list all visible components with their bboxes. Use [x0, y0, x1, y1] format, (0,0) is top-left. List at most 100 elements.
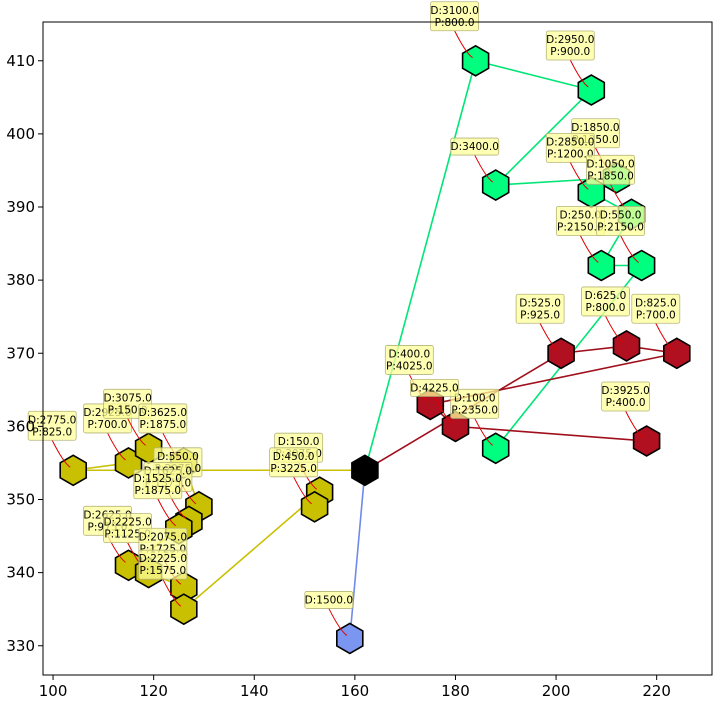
annotation-label: D:250.0 — [559, 210, 601, 222]
annotation-box — [133, 469, 183, 500]
annotation-label: P:1200.0 — [547, 148, 594, 160]
x-tick-label: 200 — [542, 682, 571, 700]
annotation-label: D:2225.0 — [139, 553, 187, 565]
annotation-label: D:1525.0 — [134, 473, 182, 485]
edge-g1-2 — [495, 89, 592, 186]
annotation-label: D:450.0 — [273, 451, 315, 463]
annotation-label: D:3400.0 — [451, 141, 499, 153]
annotation-box — [515, 293, 565, 324]
y-tick-label: 380 — [6, 271, 35, 289]
annotation-label: P:2150.0 — [597, 222, 644, 234]
annotation-label: P:800.0 — [586, 302, 626, 314]
annotation-box — [430, 1, 479, 32]
annotation-arrow — [434, 396, 453, 424]
annotation-arrow — [625, 410, 644, 439]
annotation-label: P:1875.0 — [135, 485, 182, 497]
annotation-arrow — [293, 476, 312, 505]
node-g2-0 — [547, 337, 575, 370]
node-g3-0 — [335, 622, 364, 655]
annotation-arrow — [328, 608, 348, 636]
annotation-label: D:3925.0 — [601, 385, 649, 397]
annotation-label: P:1575.0 — [140, 565, 187, 577]
annotation-label: P:4025.0 — [386, 360, 433, 372]
node-g2-1 — [612, 329, 641, 362]
annotation-label: P:700.0 — [88, 419, 128, 431]
annotation-arrow — [107, 432, 126, 461]
edge-g2-5 — [455, 425, 647, 442]
node-g1-7 — [627, 249, 656, 282]
node-g2-5 — [632, 425, 661, 457]
annotation-arrow — [579, 235, 599, 263]
annotation-label: P:800.0 — [435, 17, 475, 29]
annotation-label: P:825.0 — [32, 426, 72, 438]
node-g0-12 — [300, 490, 329, 523]
annotation-box — [631, 293, 681, 324]
annotation-label: D:2850.0 — [546, 136, 594, 148]
annotation-box — [304, 591, 354, 609]
annotation-arrow — [569, 162, 589, 190]
annotation-box — [545, 132, 595, 163]
node-g0-0 — [59, 454, 87, 487]
edge-g0-11 — [183, 491, 321, 610]
node-g2-4 — [441, 410, 470, 443]
annotation-box — [384, 345, 434, 375]
annotation-label: D:150.0 — [278, 436, 320, 448]
annotation-label: D:100.0 — [454, 392, 496, 404]
annotation-label: P:925.0 — [520, 309, 560, 321]
annotation-label: D:550.0 — [157, 451, 199, 463]
annotation-box — [450, 137, 500, 156]
annotation-label: P:2150.0 — [557, 222, 604, 234]
edge-g1-1 — [475, 59, 592, 91]
annotation-label: D:3075.0 — [103, 392, 151, 404]
y-tick-label: 340 — [6, 564, 35, 582]
annotation-arrow — [51, 440, 71, 468]
annotation-label: P:700.0 — [636, 309, 676, 321]
annotation-label: D:2775.0 — [28, 414, 76, 426]
annotation-arrow — [474, 154, 494, 183]
annotation-label: D:4225.0 — [410, 382, 458, 394]
annotation-arrow — [620, 235, 639, 263]
annotation-box — [581, 286, 630, 317]
node-g1-2 — [481, 169, 510, 202]
annotation-arrow — [162, 578, 182, 607]
node-g2-2 — [662, 337, 691, 370]
annotation-arrow — [655, 323, 675, 351]
ticks-layer: 100 120 140 160 180 200 220 330 340 350 360 370 380 3… — [6, 52, 671, 700]
annotation-box — [269, 447, 319, 478]
annotation-label: D:3100.0 — [430, 5, 478, 17]
y-tick-label: 370 — [6, 344, 35, 362]
annotation-arrow — [454, 30, 473, 59]
y-tick-label: 350 — [6, 491, 35, 509]
annotation-label: D:3625.0 — [139, 407, 187, 419]
annotation-arrow — [605, 315, 624, 344]
y-tick-label: 400 — [6, 125, 35, 143]
annotation-box — [601, 381, 651, 412]
annotation-box — [27, 410, 77, 441]
x-tick-label: 100 — [39, 682, 68, 700]
annotation-label: D:2950.0 — [546, 34, 594, 46]
node-g2-3 — [416, 388, 445, 421]
annotation-label: P:1850.0 — [587, 170, 634, 182]
annotation-box — [450, 388, 500, 419]
annotation-label: D:1850.0 — [571, 122, 619, 134]
node-g1-1 — [577, 74, 606, 106]
edge-g1-0 — [364, 60, 477, 471]
annotation-label: P:400.0 — [606, 397, 646, 409]
annotation-box — [410, 378, 459, 397]
node-g0-10 — [170, 593, 198, 626]
annotation-label: D:1500.0 — [305, 594, 353, 606]
annotation-label: D:1050.0 — [586, 158, 634, 170]
y-tick-label: 410 — [6, 52, 35, 70]
annotation-arrow — [127, 418, 146, 446]
annotation-label: D:400.0 — [388, 348, 430, 360]
annotation-label: D:2075.0 — [139, 531, 187, 543]
annotations-layer: D:2775.0P:825.0D:2925.0P:700.0D:3075.0P:… — [27, 1, 681, 636]
x-tick-label: 140 — [240, 682, 269, 700]
annotation-arrow — [474, 418, 494, 446]
annotation-label: D:525.0 — [519, 297, 561, 309]
annotation-label: D:2225.0 — [103, 517, 151, 529]
annotation-box — [596, 206, 645, 236]
center-node — [351, 454, 379, 487]
x-tick-label: 120 — [139, 682, 168, 700]
